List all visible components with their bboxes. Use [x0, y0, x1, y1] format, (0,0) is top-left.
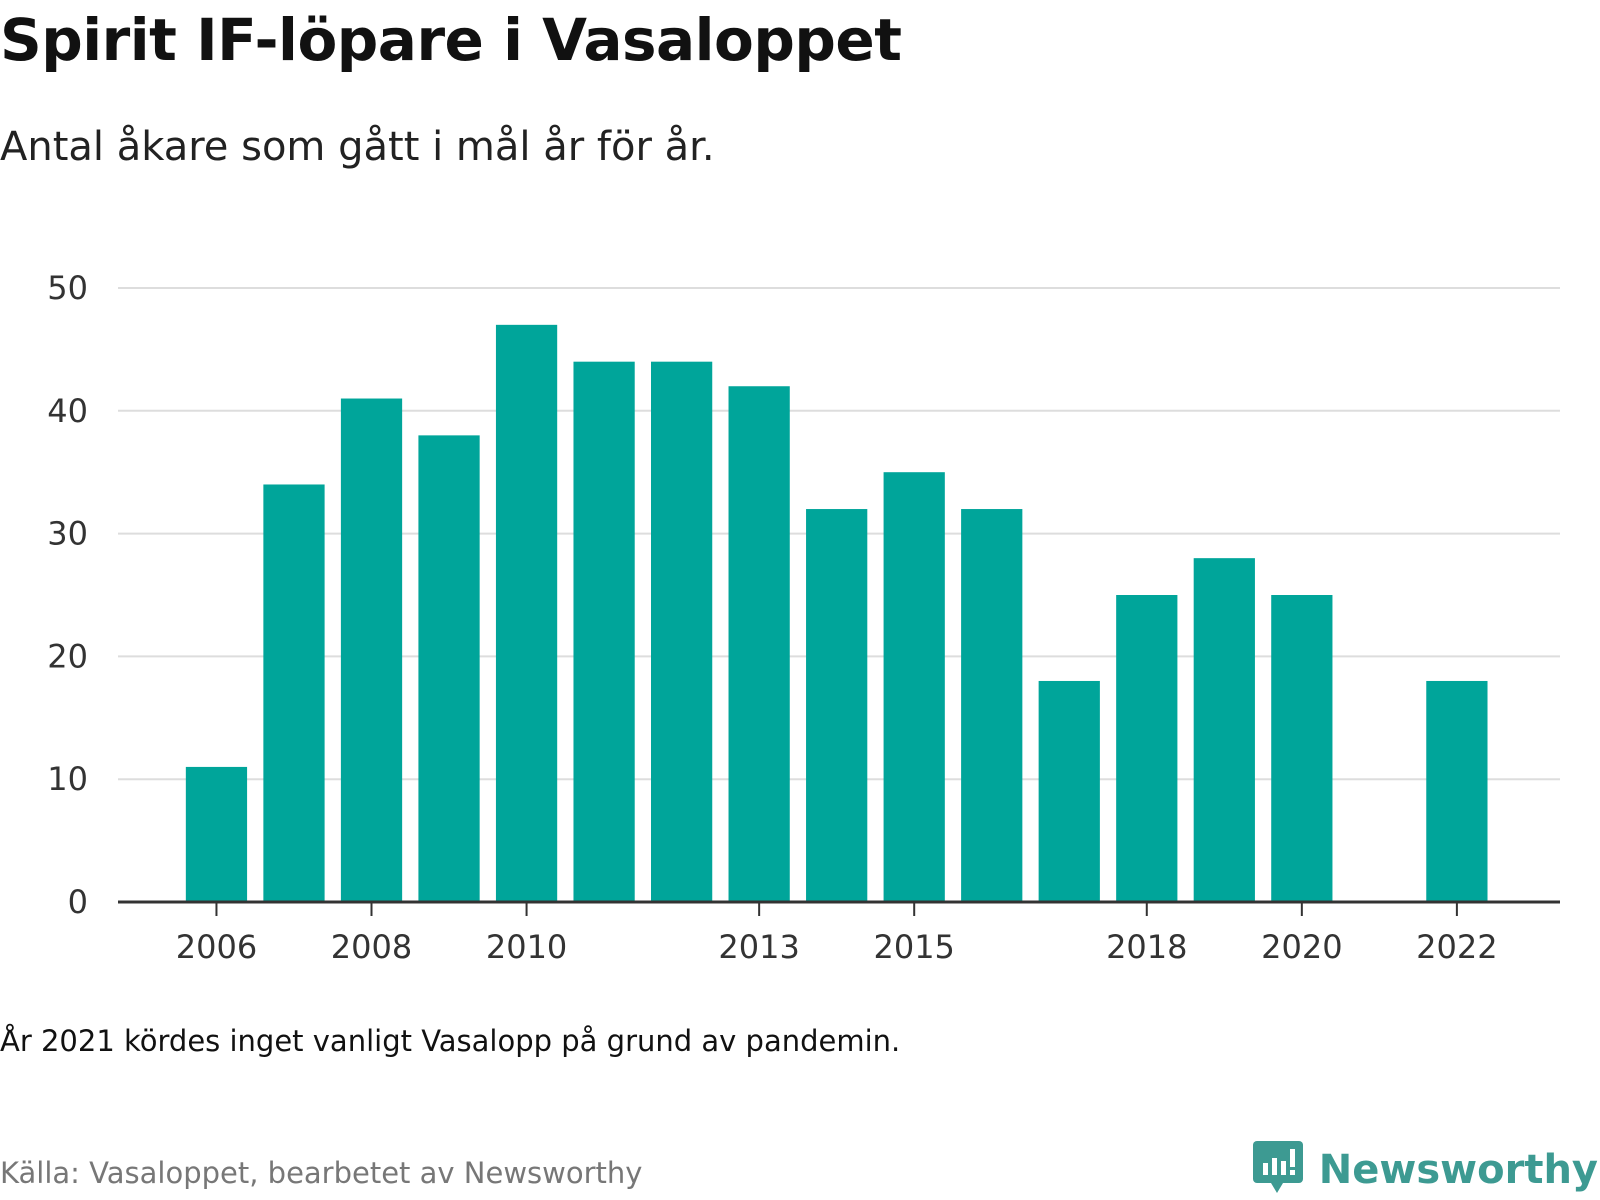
x-tick-label: 2006: [176, 928, 257, 966]
bar-2016: [961, 509, 1023, 902]
x-tick-label: 2015: [873, 928, 954, 966]
bars: [185, 324, 1488, 903]
y-tick-label: 50: [47, 269, 88, 307]
bar-2011: [573, 361, 635, 902]
bar-2020: [1271, 595, 1333, 902]
newsworthy-logo-icon: [1252, 1141, 1303, 1193]
y-tick-label: 10: [47, 760, 88, 798]
bar-2010: [495, 324, 558, 903]
chart-subtitle: Antal åkare som gått i mål år för år.: [0, 124, 715, 170]
bar-2015: [883, 472, 945, 902]
axes: 0 10 20 30 40 50 2006 2008 2010 2013 2015 2018 2020 2…: [47, 269, 1560, 966]
bar-2008: [340, 398, 403, 902]
bar-2022: [1426, 680, 1488, 902]
x-tick-label: 2022: [1416, 928, 1497, 966]
x-tick-label: 2008: [331, 928, 412, 966]
source-text: Källa: Vasaloppet, bearbetet av Newswort…: [0, 1156, 643, 1190]
chart-title: Spirit IF-löpare i Vasaloppet: [0, 6, 902, 74]
x-tick-label: 2013: [718, 928, 799, 966]
bar-2012: [650, 361, 713, 902]
bar-2006: [185, 766, 248, 902]
y-tick-label: 40: [47, 392, 88, 430]
bar-2019: [1193, 558, 1255, 902]
bar-2014: [806, 509, 868, 902]
bar-2013: [728, 386, 790, 902]
x-tick-label: 2018: [1106, 928, 1187, 966]
footnote: År 2021 kördes inget vanligt Vasalopp på…: [0, 1024, 901, 1058]
brand-name: Newsworthy: [1318, 1147, 1598, 1193]
bar-2018: [1116, 595, 1178, 902]
bar-2009: [418, 435, 480, 902]
y-tick-label: 0: [68, 883, 88, 921]
y-tick-label: 30: [47, 515, 88, 553]
x-tick-label: 2020: [1261, 928, 1342, 966]
bar-chart: 0 10 20 30 40 50 2006 2008 2010 2013 2015 2018 2020 2…: [47, 269, 1560, 966]
bar-2007: [263, 484, 325, 902]
newsworthy-logo[interactable]: Newsworthy: [1252, 1141, 1598, 1199]
x-tick-label: 2010: [486, 928, 567, 966]
y-tick-label: 20: [47, 637, 88, 675]
bar-2017: [1038, 680, 1100, 902]
